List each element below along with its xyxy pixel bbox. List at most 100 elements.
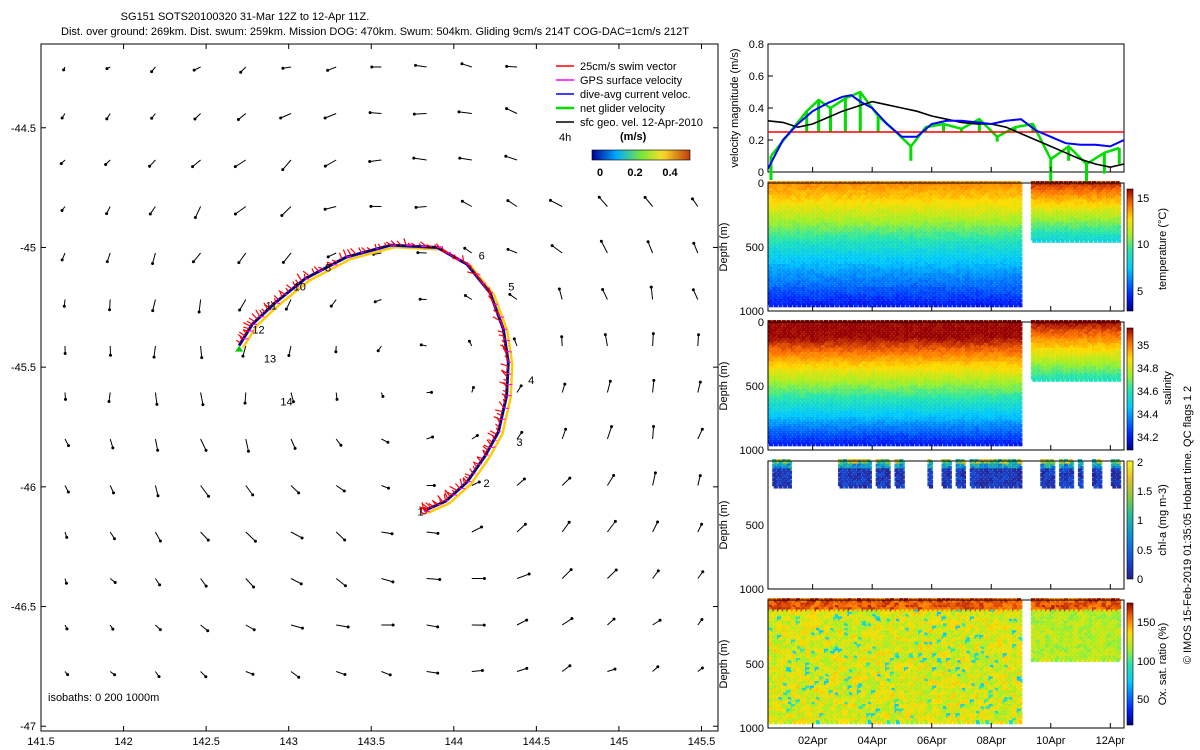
geo-arrowhead bbox=[233, 212, 237, 216]
map-axes: 141.5 142 142.5 143 143.5 144 144.5 145 145.5-44… bbox=[11, 44, 718, 748]
geo-arrowhead bbox=[197, 310, 201, 314]
geo-arrowhead bbox=[597, 195, 601, 199]
temperature-section bbox=[767, 181, 1122, 308]
geo-arrowhead bbox=[343, 673, 347, 677]
geo-arrowhead bbox=[293, 446, 297, 450]
geo-arrowhead bbox=[649, 285, 653, 289]
geo-arrowhead bbox=[113, 581, 117, 585]
geostrophic-velocity-arrows bbox=[59, 62, 705, 679]
geo-arrow bbox=[325, 159, 337, 167]
geo-arrowhead bbox=[334, 350, 338, 354]
geo-arrowhead bbox=[281, 66, 285, 70]
geo-arrow bbox=[381, 578, 394, 583]
geo-arrow bbox=[505, 155, 518, 161]
net-velocity-bar bbox=[858, 92, 862, 132]
geo-arrowhead bbox=[548, 198, 552, 202]
geo-arrow bbox=[506, 65, 518, 68]
gps-vector bbox=[493, 439, 497, 441]
geo-arrowhead bbox=[599, 239, 603, 243]
geo-arrowhead bbox=[698, 380, 702, 384]
geo-arrowhead bbox=[414, 205, 418, 209]
geo-arrow bbox=[200, 578, 207, 587]
geo-arrowhead bbox=[431, 435, 435, 439]
geo-arrowhead bbox=[67, 444, 71, 448]
velocity-ytick: 0.8 bbox=[749, 39, 764, 51]
geo-arrowhead bbox=[300, 626, 304, 630]
geo-arrowhead bbox=[148, 164, 152, 168]
geo-velocity-line bbox=[767, 100, 1125, 169]
geo-arrow bbox=[198, 299, 202, 313]
velocity-yticks: 0 0.2 0.4 0.6 0.8 bbox=[749, 39, 764, 179]
velocity-series bbox=[767, 43, 1125, 196]
geo-arrow bbox=[149, 206, 156, 215]
swim-vector bbox=[342, 249, 348, 258]
geo-arrowhead bbox=[105, 117, 109, 121]
geo-arrowhead bbox=[412, 156, 416, 160]
map-frame bbox=[40, 43, 719, 732]
geo-arrow bbox=[193, 252, 201, 263]
geo-arrowhead bbox=[59, 162, 63, 166]
temperature-cbar-tick: 5 bbox=[1137, 286, 1143, 298]
geo-arrowhead bbox=[66, 673, 70, 677]
swim-vector bbox=[331, 259, 338, 263]
geo-arrowhead bbox=[112, 537, 116, 541]
geo-arrowhead bbox=[700, 427, 704, 431]
geo-arrowhead bbox=[653, 471, 657, 475]
geo-arrowhead bbox=[391, 623, 395, 627]
geo-arrowhead bbox=[460, 199, 464, 203]
geo-arrow bbox=[244, 392, 247, 404]
net-velocity-bar bbox=[817, 100, 821, 132]
geo-arrowhead bbox=[343, 584, 347, 588]
geo-arrow bbox=[598, 196, 608, 207]
net-velocity-bar bbox=[829, 108, 833, 132]
geo-arrow bbox=[194, 206, 202, 218]
geo-arrow bbox=[462, 200, 473, 207]
geo-arrowhead bbox=[252, 585, 256, 589]
geo-arrowhead bbox=[700, 522, 704, 526]
geo-arrow bbox=[369, 159, 382, 163]
geo-arrowhead bbox=[475, 434, 479, 438]
geo-arrowhead bbox=[527, 572, 531, 576]
geo-arrow bbox=[652, 521, 659, 533]
geo-arrow bbox=[153, 345, 156, 358]
geo-arrowhead bbox=[323, 207, 327, 211]
geo-arrowhead bbox=[436, 531, 440, 535]
geo-arrowhead bbox=[386, 440, 390, 444]
geo-arrow bbox=[652, 570, 659, 579]
geo-arrowhead bbox=[239, 70, 243, 74]
legend-label-net: net glider velocity bbox=[580, 103, 665, 115]
geo-arrowhead bbox=[104, 163, 108, 167]
geo-arrowhead bbox=[601, 287, 605, 291]
geo-arrow bbox=[335, 578, 346, 587]
swim-vector bbox=[313, 266, 320, 272]
geo-arrow bbox=[697, 381, 701, 393]
geo-arrow bbox=[106, 252, 111, 262]
geo-arrowhead bbox=[108, 308, 112, 312]
day-label: 3 bbox=[517, 437, 523, 449]
speed-colorbar-title: (m/s) bbox=[620, 131, 647, 143]
geo-arrow bbox=[335, 531, 346, 541]
temperature-ytick: 500 bbox=[746, 242, 764, 254]
geo-arrowhead bbox=[458, 156, 462, 160]
geo-arrow bbox=[200, 531, 209, 541]
temperature-cbar-tick: 15 bbox=[1137, 193, 1149, 205]
geo-arrow bbox=[285, 299, 292, 310]
geo-arrowhead bbox=[323, 164, 327, 168]
swim-vector bbox=[469, 468, 474, 474]
geo-arrow bbox=[108, 392, 111, 402]
net-velocity-bar bbox=[909, 146, 913, 161]
gps-vector bbox=[504, 339, 510, 342]
geo-arrowhead bbox=[376, 349, 380, 353]
geo-arrow bbox=[506, 108, 518, 114]
geo-arrow bbox=[461, 63, 472, 68]
swim-vector bbox=[454, 483, 461, 489]
day-label: 14 bbox=[280, 396, 292, 408]
geo-arrowhead bbox=[105, 212, 109, 216]
geo-arrow bbox=[324, 113, 337, 119]
geo-arrow bbox=[561, 336, 563, 347]
geo-arrowhead bbox=[204, 584, 208, 588]
geo-arrowhead bbox=[326, 255, 330, 259]
swim-vector bbox=[350, 247, 357, 255]
geo-arrowhead bbox=[158, 539, 162, 543]
geo-arrowhead bbox=[237, 261, 241, 265]
